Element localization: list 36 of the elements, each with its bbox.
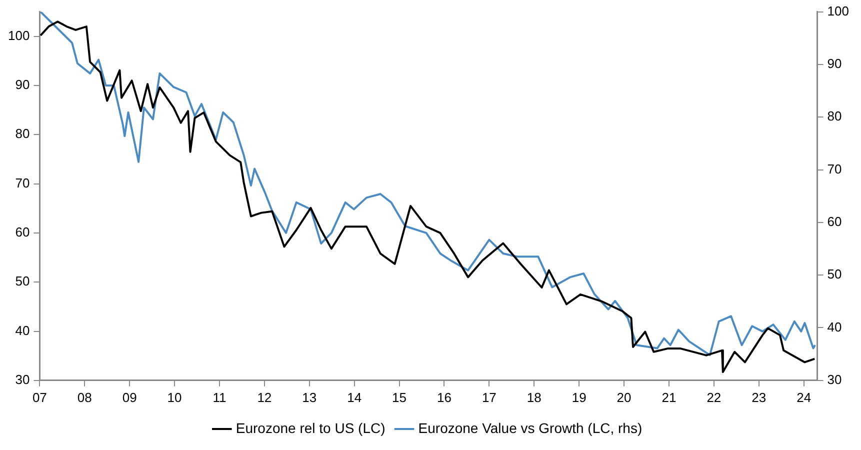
y2-tick-label: 30 bbox=[827, 372, 842, 387]
x-tick-label: 23 bbox=[752, 390, 766, 405]
y-tick-label: 100 bbox=[8, 28, 30, 43]
y2-tick-label: 100 bbox=[827, 3, 850, 18]
y-tick-label: 70 bbox=[15, 175, 30, 190]
x-tick-label: 07 bbox=[32, 390, 47, 405]
x-tick-label: 12 bbox=[257, 390, 272, 405]
x-tick-label: 15 bbox=[392, 390, 407, 405]
y2-tick-label: 40 bbox=[827, 319, 842, 334]
y-tick-label: 80 bbox=[15, 126, 30, 142]
x-tick-label: 16 bbox=[437, 390, 452, 405]
x-tick-label: 08 bbox=[77, 390, 92, 405]
x-tick-label: 18 bbox=[526, 390, 542, 405]
x-tick-label: 21 bbox=[662, 390, 676, 405]
x-tick-label: 13 bbox=[302, 390, 317, 405]
x-tick-label: 09 bbox=[122, 390, 137, 405]
x-tick-label: 22 bbox=[706, 390, 722, 405]
y-tick-label: 90 bbox=[15, 77, 30, 92]
legend-label: Eurozone Value vs Growth (LC, rhs) bbox=[418, 420, 642, 436]
x-tick-label: 20 bbox=[616, 390, 632, 405]
y-tick-label: 40 bbox=[15, 322, 30, 338]
y2-tick-label: 80 bbox=[827, 108, 842, 124]
x-tick-label: 10 bbox=[167, 390, 182, 405]
legend-label: Eurozone rel to US (LC) bbox=[236, 420, 386, 436]
y2-tick-label: 60 bbox=[827, 214, 842, 230]
y2-tick-label: 50 bbox=[827, 266, 842, 282]
y-tick-label: 30 bbox=[15, 372, 30, 387]
x-tick-label: 14 bbox=[347, 390, 362, 405]
x-tick-label: 19 bbox=[572, 390, 586, 405]
x-tick-label: 17 bbox=[482, 390, 496, 405]
x-tick-label: 11 bbox=[212, 390, 226, 405]
y2-tick-label: 70 bbox=[827, 161, 842, 176]
x-tick-label: 24 bbox=[796, 390, 812, 405]
y-tick-label: 60 bbox=[15, 224, 30, 240]
y-tick-label: 50 bbox=[15, 274, 30, 289]
y2-tick-label: 90 bbox=[827, 56, 842, 72]
